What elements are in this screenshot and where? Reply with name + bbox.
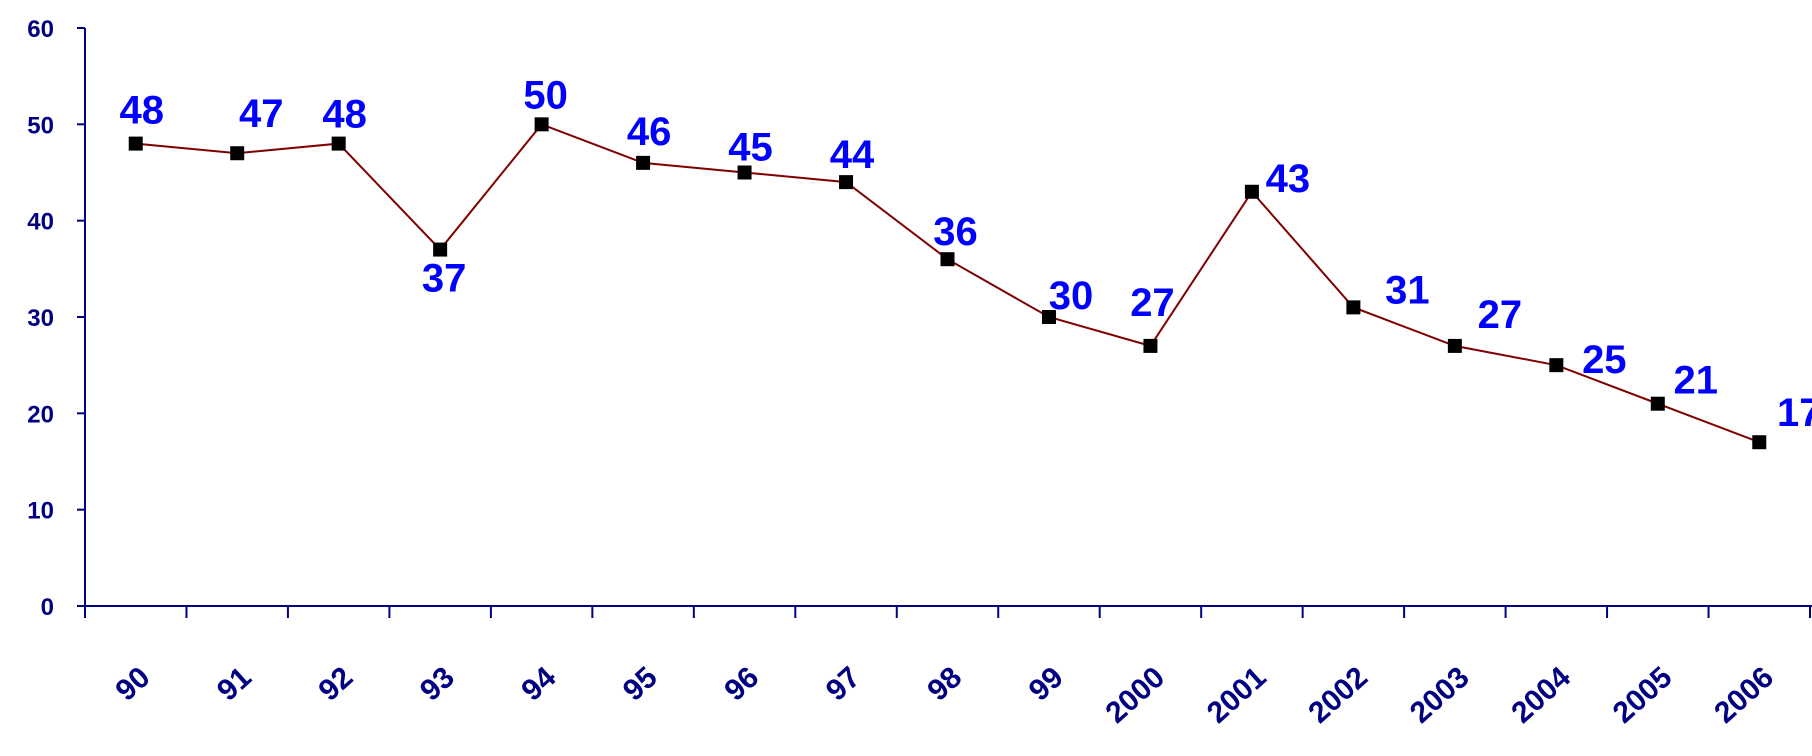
data-label: 47 [239,92,284,136]
data-label: 48 [322,93,367,137]
data-labels: 48 47 48 37 50 46 45 44 36 30 27 43 31 27 25 21 17 [119,73,1812,435]
x-tick-label: 2003 [1404,661,1476,730]
y-axis-ticks: 0 10 20 30 40 50 60 [27,16,85,621]
data-point [839,175,854,190]
x-tick-label: 91 [211,661,258,708]
data-point [1143,338,1158,353]
data-point [1650,396,1665,411]
data-label: 25 [1582,338,1627,382]
data-label: 21 [1674,359,1719,403]
x-tick-label: 97 [820,661,867,708]
data-point [737,165,752,180]
x-tick-label: 96 [718,661,765,708]
data-label: 50 [523,73,568,117]
data-label: 27 [1478,293,1523,337]
x-tick-label: 93 [414,661,461,708]
chart-series [128,117,1767,450]
x-tick-label: 95 [617,661,664,708]
x-tick-label: 90 [110,661,157,708]
data-point [1752,435,1767,450]
y-tick-label: 60 [27,16,54,43]
data-point [331,136,346,151]
x-tick-label: 2001 [1201,661,1273,730]
data-label: 37 [422,257,467,301]
y-tick-label: 20 [27,401,54,428]
data-point [433,242,448,257]
y-tick-label: 0 [41,594,54,621]
x-tick-label: 98 [921,661,968,708]
data-point [128,136,143,151]
x-tick-label: 2006 [1708,661,1780,730]
x-tick-label: 2000 [1099,661,1171,730]
data-point [1346,300,1361,315]
data-label: 27 [1130,281,1175,325]
data-point [1447,338,1462,353]
data-label: 44 [830,133,875,177]
x-axis-ticks: 90 91 92 93 94 95 96 97 98 99 2000 2001 2002 2003 2004… [84,606,1811,730]
y-tick-label: 50 [27,112,54,139]
data-point [534,117,549,132]
x-tick-label: 2005 [1607,661,1679,730]
series-line [135,123,1760,444]
x-tick-label: 2002 [1302,661,1374,730]
data-point [1549,358,1564,373]
data-label: 30 [1049,274,1094,318]
y-tick-label: 30 [27,305,54,332]
data-label: 48 [119,89,164,133]
data-point [230,146,245,161]
data-label: 45 [728,126,773,170]
data-label: 36 [933,210,978,254]
data-label: 31 [1385,268,1430,312]
data-point [1041,310,1056,324]
x-tick-label: 94 [515,660,562,707]
x-tick-label: 2004 [1505,660,1577,729]
x-tick-label: 92 [312,661,359,708]
data-point [636,155,651,170]
data-point [1244,184,1259,199]
y-tick-label: 40 [27,209,54,236]
data-label: 17 [1777,391,1812,435]
data-point [940,252,955,267]
data-label: 43 [1266,157,1311,201]
x-tick-label: 99 [1023,661,1070,708]
y-tick-label: 10 [27,498,54,525]
data-label: 46 [627,110,672,154]
